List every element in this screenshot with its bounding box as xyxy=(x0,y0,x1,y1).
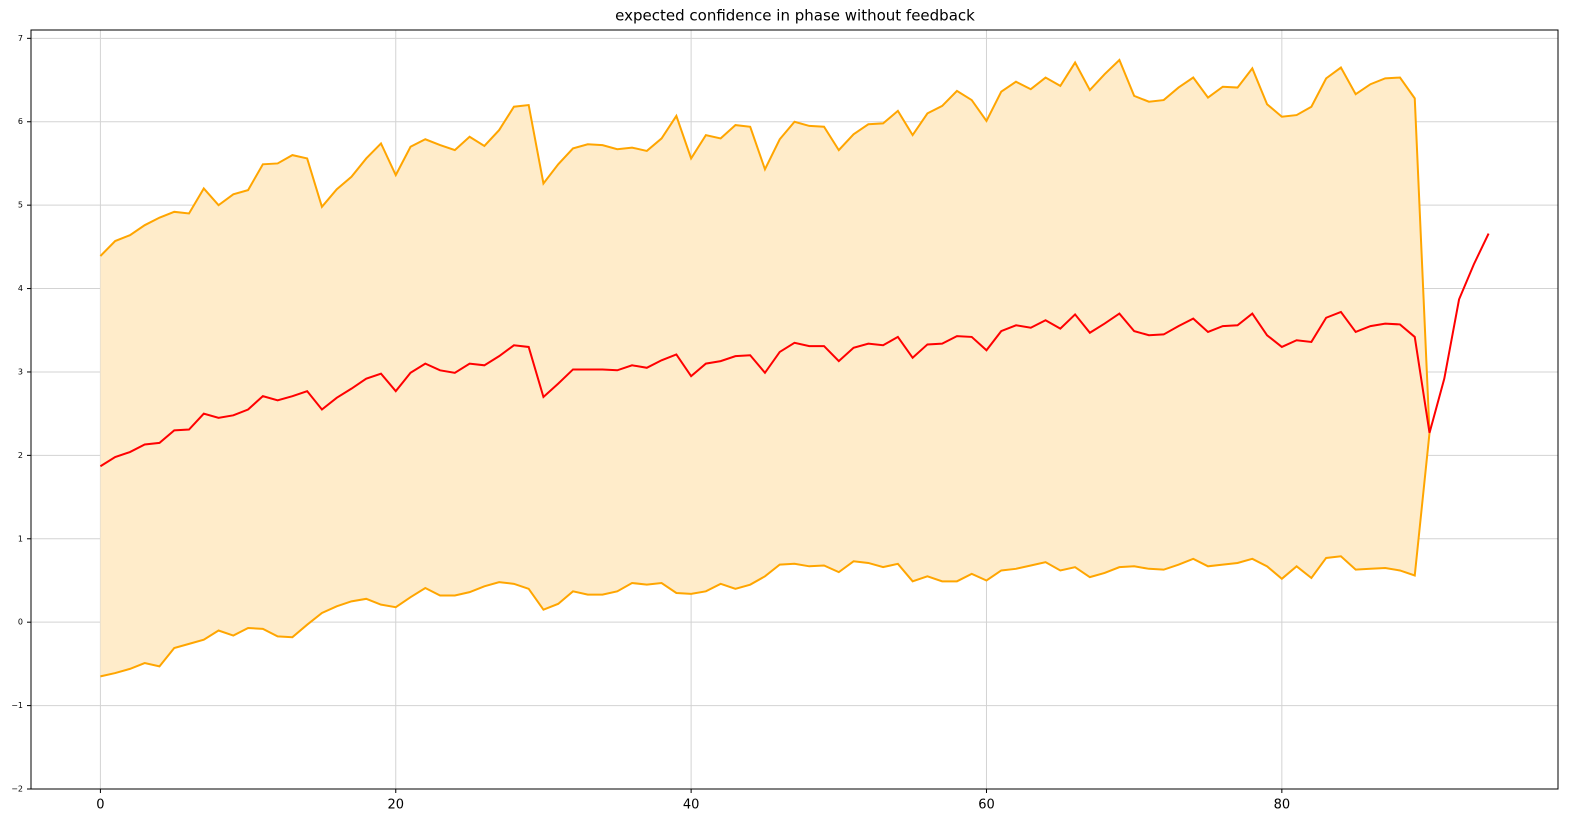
y-tick-label: 1 xyxy=(18,534,23,543)
chart-title: expected confidence in phase without fee… xyxy=(615,7,975,25)
y-tick-label: 7 xyxy=(18,34,23,43)
y-tick-label: 0 xyxy=(18,618,23,627)
y-tick-label: 4 xyxy=(18,284,23,293)
y-tick-label: 2 xyxy=(18,451,23,460)
x-tick-label: 60 xyxy=(978,798,995,813)
x-tick-label: 80 xyxy=(1274,798,1291,813)
y-tick-label: 6 xyxy=(18,117,23,126)
band-lower xyxy=(100,432,1431,678)
line xyxy=(99,233,1490,468)
y-tick-label: 3 xyxy=(18,367,23,376)
band-area xyxy=(100,60,1430,677)
x-tick-label: 40 xyxy=(683,798,700,813)
band-upper xyxy=(99,58,1431,433)
x-tick-label: 20 xyxy=(387,798,404,813)
y-tick-label: 5 xyxy=(18,201,23,210)
y-tick-label: −1 xyxy=(11,701,23,710)
y-tick-label: −2 xyxy=(11,785,23,794)
x-tick-label: 0 xyxy=(96,798,104,813)
plot-frame xyxy=(30,29,1559,790)
